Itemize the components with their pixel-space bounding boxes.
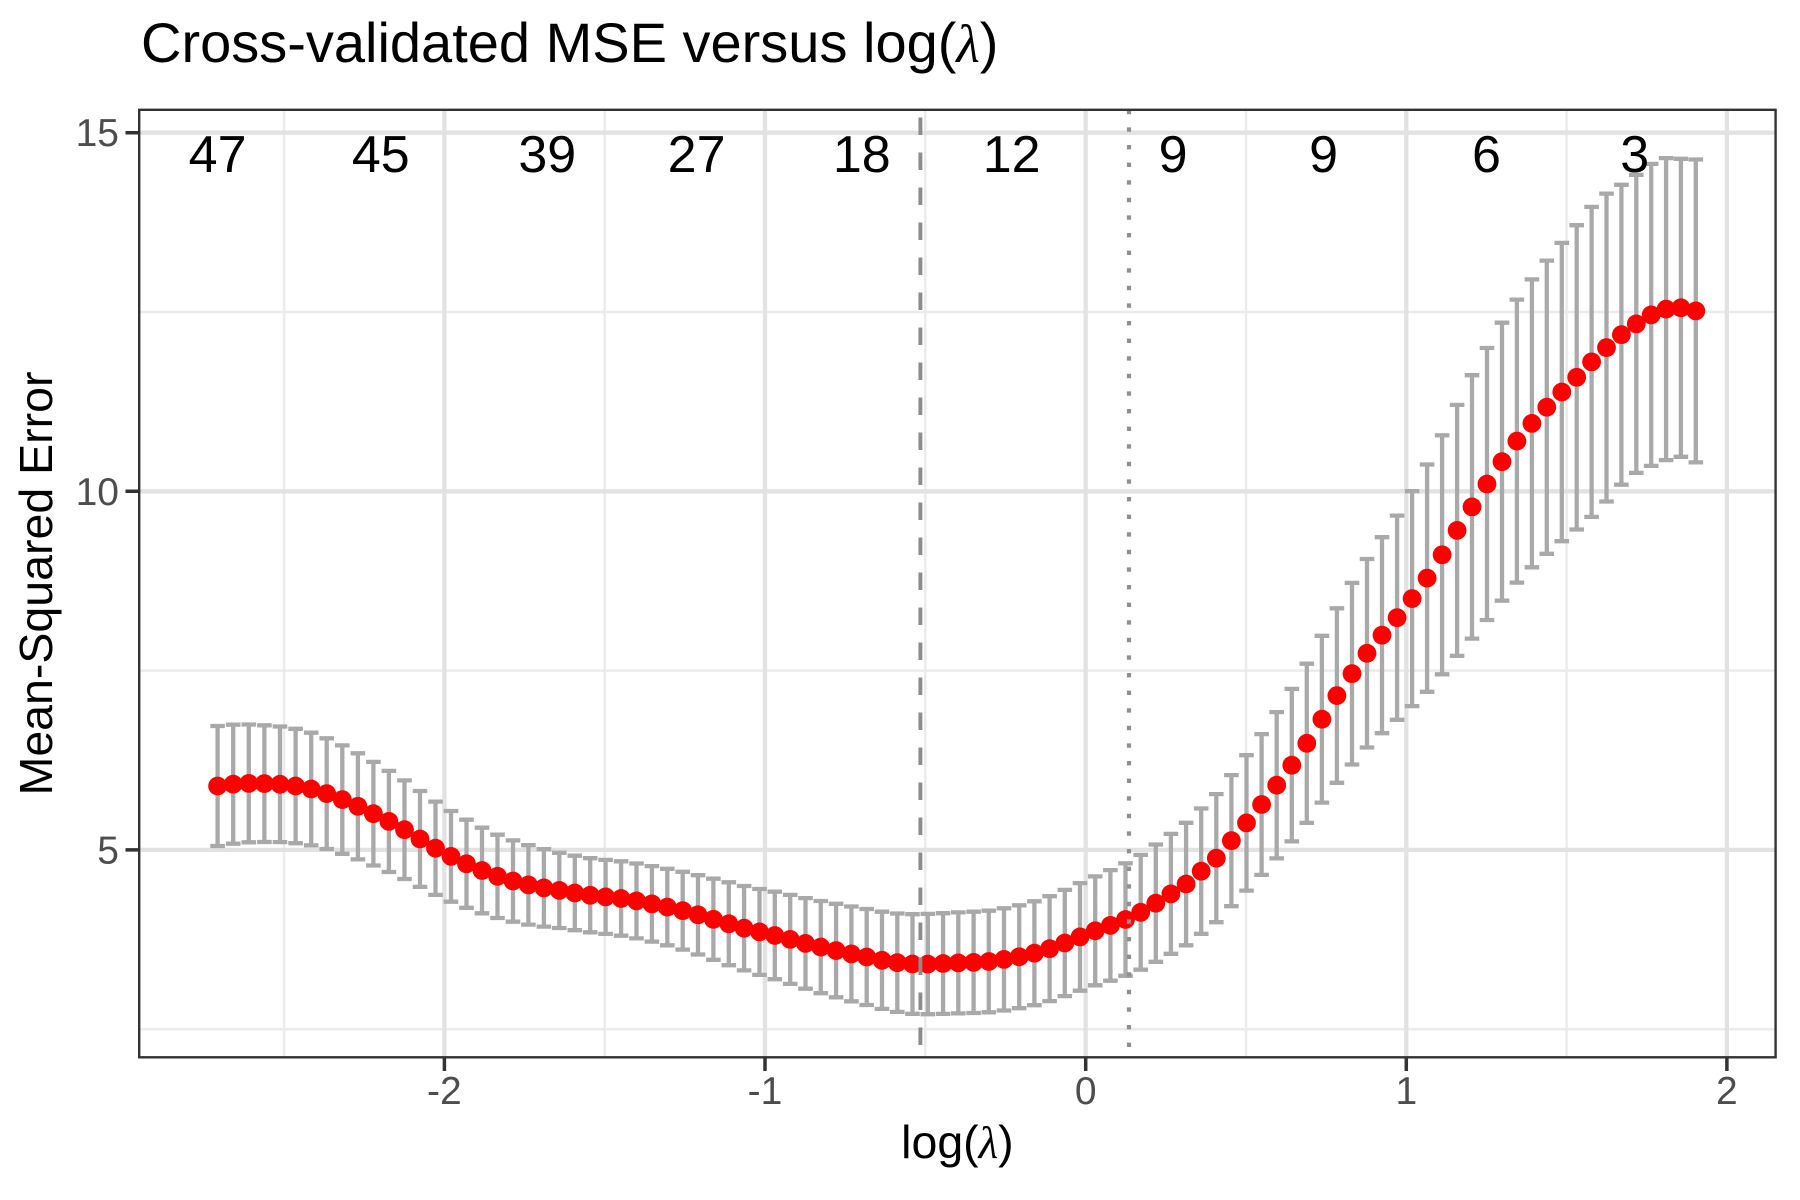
svg-text:9: 9 <box>1159 126 1188 184</box>
svg-text:9: 9 <box>1309 126 1338 184</box>
svg-text:10: 10 <box>76 471 119 514</box>
svg-text:0: 0 <box>1075 1070 1097 1113</box>
svg-text:2: 2 <box>1716 1070 1738 1113</box>
svg-text:18: 18 <box>833 126 891 184</box>
svg-text:-1: -1 <box>748 1070 783 1113</box>
svg-text:log(λ): log(λ) <box>901 1116 1014 1168</box>
svg-text:12: 12 <box>983 126 1041 184</box>
svg-text:-2: -2 <box>427 1070 462 1113</box>
svg-text:5: 5 <box>97 829 119 872</box>
svg-text:Cross-validated MSE versus log: Cross-validated MSE versus log(λ) <box>141 11 998 74</box>
svg-text:45: 45 <box>352 126 410 184</box>
svg-text:15: 15 <box>76 112 119 155</box>
svg-text:47: 47 <box>189 126 247 184</box>
svg-text:27: 27 <box>668 126 726 184</box>
svg-text:6: 6 <box>1472 126 1501 184</box>
svg-text:Mean-Squared Error: Mean-Squared Error <box>10 372 62 796</box>
svg-text:39: 39 <box>518 126 576 184</box>
svg-text:3: 3 <box>1620 126 1649 184</box>
svg-text:1: 1 <box>1395 1070 1417 1113</box>
